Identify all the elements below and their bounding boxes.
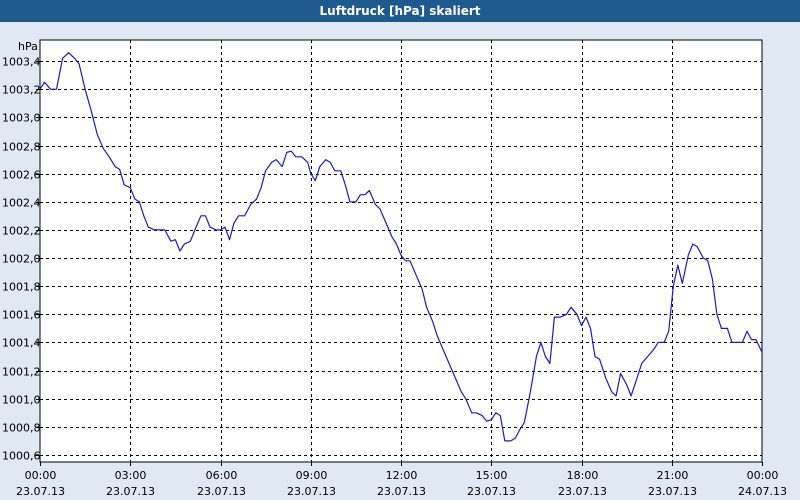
y-tick-label: 1003,2 — [2, 84, 41, 97]
y-tick-label: 1000,6 — [2, 450, 41, 463]
y-tick-label: 1003,4 — [2, 56, 41, 69]
pressure-chart: 1000,6 1000,8 1001,0 1001,2 1001,4 1001,6 1001… — [2, 39, 787, 498]
y-axis-label: hPa — [18, 40, 38, 53]
x-tick-time: 06:00 — [206, 469, 238, 482]
x-tick-date: 23.07.13 — [287, 485, 336, 498]
series-line — [39, 52, 763, 442]
y-tick-label: 1000,8 — [2, 422, 41, 435]
y-tick-label: 1002,0 — [2, 253, 41, 266]
y-axis: 1000,6 1000,8 1001,0 1001,2 1001,4 1001,6 1001… — [2, 56, 41, 463]
y-tick-label: 1002,6 — [2, 169, 41, 182]
x-tick-time: 21:00 — [657, 469, 689, 482]
y-tick-label: 1001,8 — [2, 281, 41, 294]
x-axis: 00:00 23.07.13 03:00 23.07.13 06:00 23.07.13 0… — [16, 462, 787, 498]
x-tick-time: 18:00 — [567, 469, 599, 482]
chart-title-bar: Luftdruck [hPa] skaliert — [0, 0, 800, 22]
x-tick-time: 03:00 — [115, 469, 147, 482]
x-tick-time: 15:00 — [476, 469, 508, 482]
x-tick-time: 09:00 — [296, 469, 328, 482]
x-tick-date: 23.07.13 — [106, 485, 155, 498]
x-tick-date: 23.07.13 — [16, 485, 65, 498]
x-tick-date: 23.07.13 — [377, 485, 426, 498]
y-tick-label: 1002,2 — [2, 225, 41, 238]
x-tick-time: 00:00 — [25, 469, 57, 482]
x-tick-date: 23.07.13 — [648, 485, 697, 498]
series-layer — [39, 52, 763, 442]
y-tick-label: 1001,0 — [2, 394, 41, 407]
x-tick-date: 23.07.13 — [467, 485, 516, 498]
x-tick-date: 23.07.13 — [558, 485, 607, 498]
x-tick-time: 00:00 — [747, 469, 779, 482]
y-tick-label: 1001,6 — [2, 309, 41, 322]
x-tick-date: 23.07.13 — [197, 485, 246, 498]
chart-title: Luftdruck [hPa] skaliert — [319, 4, 481, 18]
y-tick-label: 1003,0 — [2, 112, 41, 125]
y-tick-label: 1001,2 — [2, 366, 41, 379]
x-tick-time: 12:00 — [386, 469, 418, 482]
y-tick-label: 1002,8 — [2, 141, 41, 154]
x-tick-date: 24.07.13 — [738, 485, 787, 498]
y-tick-label: 1001,4 — [2, 337, 41, 350]
y-tick-label: 1002,4 — [2, 197, 41, 210]
